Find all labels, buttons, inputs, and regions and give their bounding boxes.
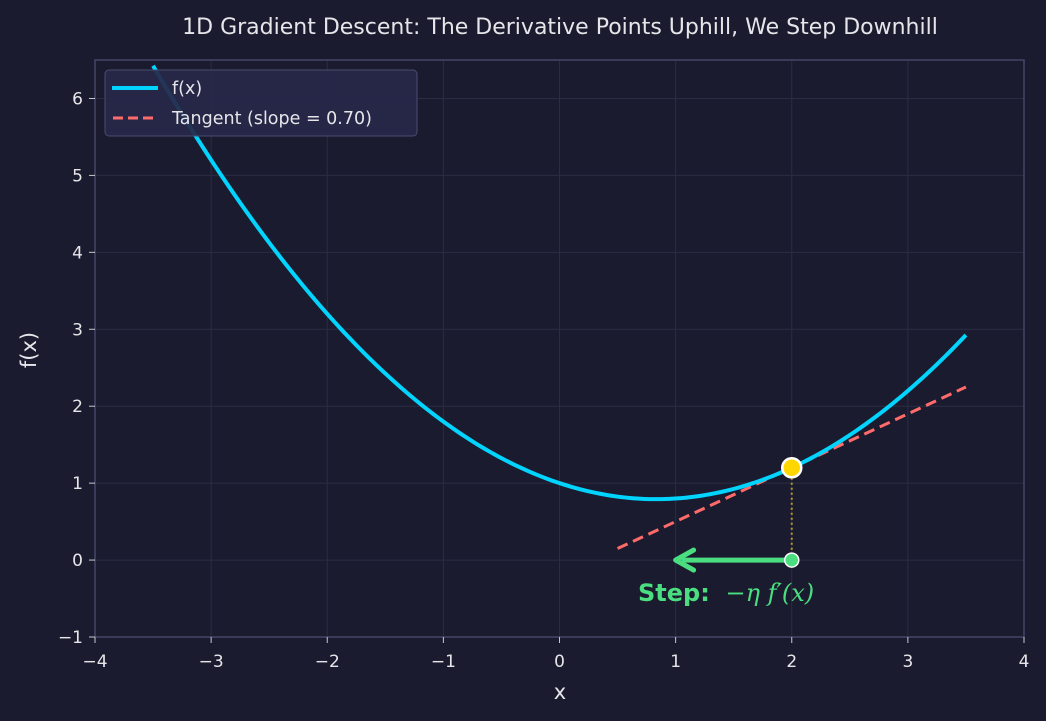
x-tick-label: 2 (786, 652, 797, 672)
step-annotation-bold: Step: (638, 579, 710, 607)
x-tick-label: −2 (315, 652, 340, 672)
y-tick-label: −1 (58, 628, 83, 648)
current-point-marker (781, 456, 803, 479)
legend-label-tangent: Tangent (slope = 0.70) (171, 109, 372, 129)
y-tick-label: 2 (72, 397, 83, 417)
x-tick-label: 4 (1019, 652, 1030, 672)
y-tick-label: 3 (72, 320, 83, 340)
step-annotation: Step: −η f′(x) (638, 579, 814, 607)
step-arrow-head-icon (673, 547, 697, 573)
y-axis-label: f(x) (17, 332, 41, 368)
legend: f(x) Tangent (slope = 0.70) (104, 69, 418, 137)
plot-area (151, 64, 968, 573)
x-axis-ticks: −4 −3 −2 −1 0 1 2 3 4 (82, 637, 1029, 672)
legend-box (104, 69, 418, 137)
step-annotation-math: −η f′(x) (725, 579, 814, 607)
chart-title: 1D Gradient Descent: The Derivative Poin… (182, 15, 938, 40)
y-tick-label: 5 (72, 166, 83, 186)
y-axis-ticks: −1 0 1 2 3 4 5 6 (58, 89, 95, 648)
x-axis-label: x (554, 680, 566, 704)
x-tick-label: −4 (82, 652, 107, 672)
x-tick-label: −1 (431, 652, 456, 672)
x-tick-label: 3 (902, 652, 913, 672)
x-tick-label: 1 (670, 652, 681, 672)
y-tick-label: 0 (72, 551, 83, 571)
y-tick-label: 4 (72, 243, 83, 263)
legend-label-fx: f(x) (172, 79, 202, 99)
x-tick-label: −3 (199, 652, 224, 672)
y-tick-label: 6 (72, 89, 83, 109)
projection-point-marker (784, 552, 800, 568)
y-tick-label: 1 (72, 474, 83, 494)
fx-curve (151, 64, 968, 502)
x-tick-label: 0 (554, 652, 565, 672)
